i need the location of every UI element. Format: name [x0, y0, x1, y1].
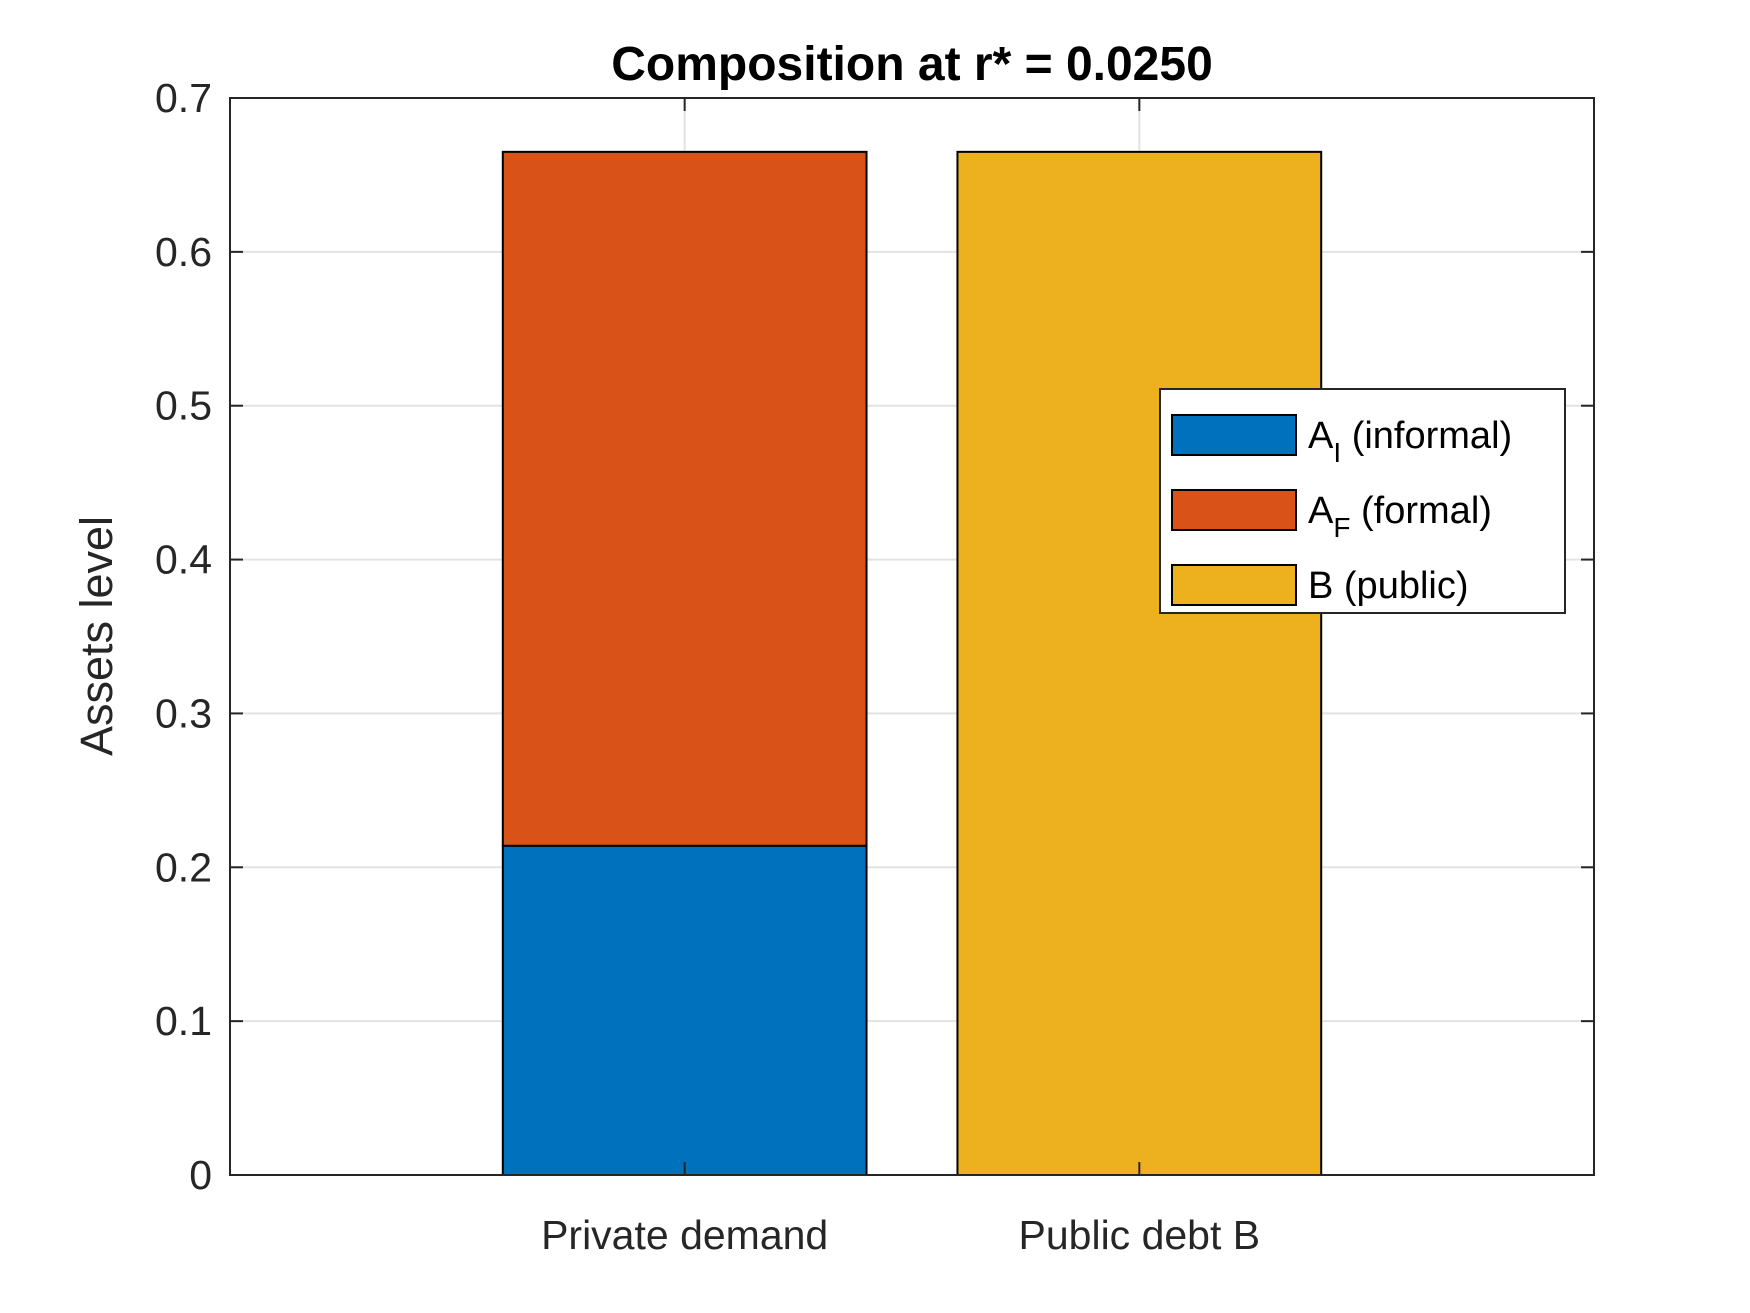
- legend-swatch: [1171, 414, 1297, 456]
- y-tick-label: 0.1: [155, 998, 212, 1044]
- legend-label-main: B (public): [1308, 565, 1469, 607]
- legend-label-rest: (informal): [1341, 415, 1512, 457]
- legend-label: AI (informal): [1308, 415, 1512, 468]
- y-tick-label: 0.3: [155, 690, 212, 736]
- y-tick-labels: 0 0.1 0.2 0.3 0.4 0.5 0.6 0.7: [155, 75, 212, 1198]
- y-tick-label: 0.5: [155, 383, 212, 429]
- legend: AI (informal)AF (formal)B (public): [1159, 388, 1566, 614]
- y-tick-label: 0.6: [155, 229, 212, 275]
- legend-label-subscript: I: [1333, 437, 1341, 468]
- legend-label-subscript: F: [1333, 512, 1350, 543]
- bar-segment: [501, 150, 868, 847]
- y-tick-label: 0: [189, 1152, 212, 1198]
- legend-swatch: [1171, 489, 1297, 531]
- axes-box: [229, 97, 1595, 1176]
- y-tick-label: 0.4: [155, 537, 212, 583]
- x-tick-label: Public debt B: [1019, 1212, 1261, 1258]
- y-axis-label: Assets level: [71, 516, 122, 756]
- x-tick-labels: Private demand Public debt B: [541, 1212, 1260, 1258]
- y-tick-label: 0.7: [155, 75, 212, 121]
- chart-title: Composition at r* = 0.0250: [611, 38, 1213, 91]
- bars: [501, 150, 1323, 1177]
- legend-label-main: A: [1308, 415, 1334, 457]
- legend-swatch: [1171, 564, 1297, 606]
- legend-label-rest: (formal): [1350, 490, 1491, 532]
- ticks: [230, 97, 1594, 1176]
- bar-segment: [501, 844, 868, 1176]
- y-tick-label: 0.2: [155, 844, 212, 890]
- bar-segment: [956, 150, 1323, 1177]
- legend-label-main: A: [1308, 490, 1334, 532]
- legend-label: AF (formal): [1308, 490, 1492, 543]
- legend-label: B (public): [1308, 565, 1469, 607]
- x-tick-label: Private demand: [541, 1212, 828, 1258]
- plot-area: [230, 98, 1594, 1175]
